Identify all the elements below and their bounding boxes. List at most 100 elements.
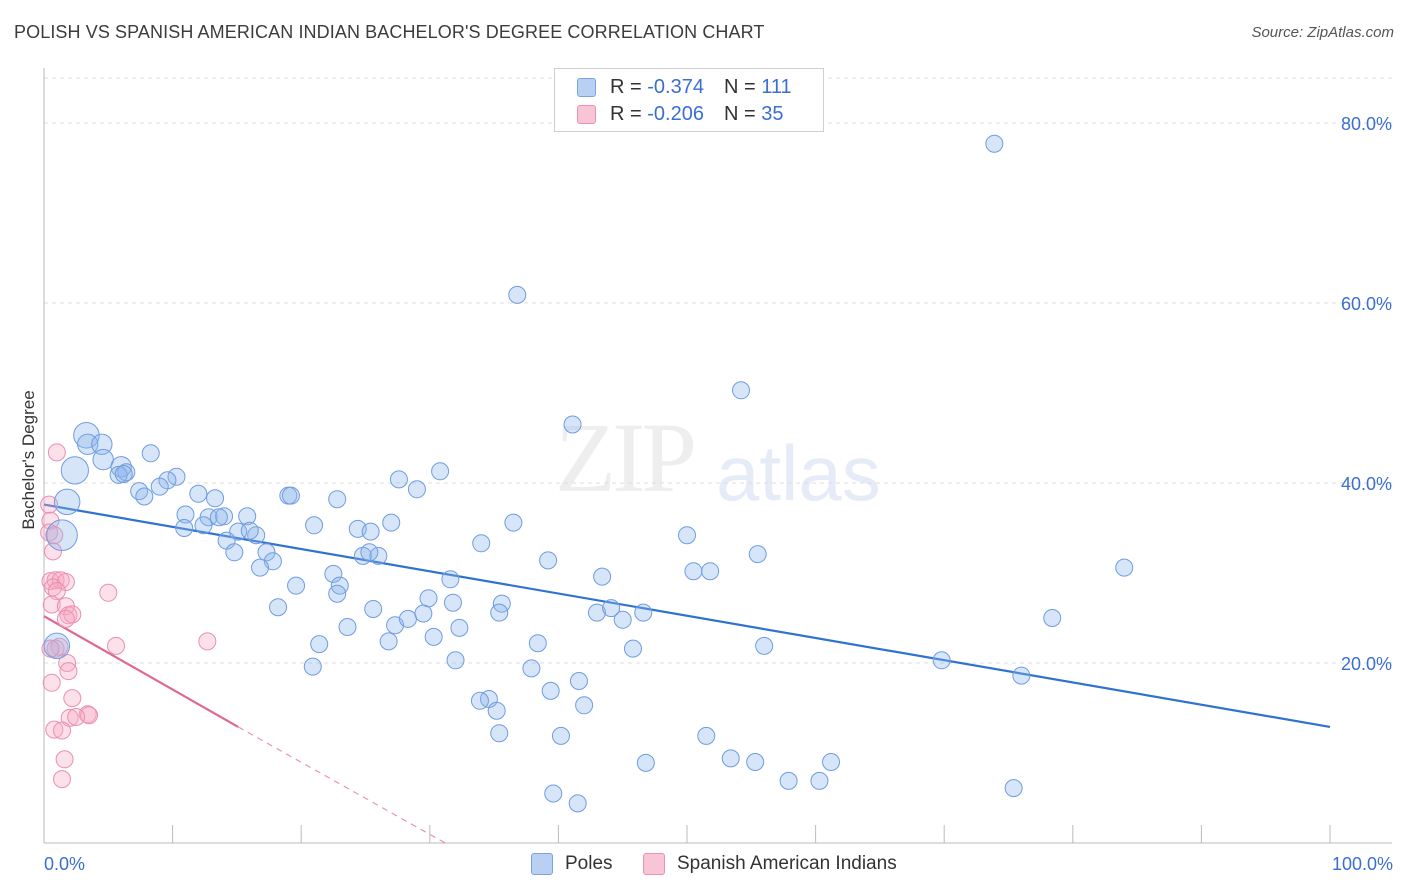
poles-point bbox=[382, 513, 401, 532]
poles-point bbox=[60, 456, 89, 485]
sai-trend-line bbox=[43, 615, 239, 728]
tick-labels: 20.0% 40.0% 60.0% 80.0% 0.0% 100.0% Bachelor's… bbox=[19, 114, 1393, 874]
sai-point bbox=[78, 705, 97, 724]
stats-legend: R = -0.374 N = 111 R = -0.206 N = 35 bbox=[554, 68, 824, 132]
poles-point bbox=[701, 562, 720, 581]
poles-point bbox=[528, 634, 547, 653]
poles-point bbox=[487, 701, 506, 720]
sai-point bbox=[40, 523, 59, 542]
poles-point bbox=[287, 576, 306, 595]
sai-swatch bbox=[577, 104, 596, 124]
poles-legend-swatch bbox=[531, 853, 553, 875]
poles-n-value: 111 bbox=[761, 75, 792, 98]
poles-point bbox=[225, 543, 244, 562]
poles-point bbox=[431, 462, 450, 481]
legend-row-sai: R = -0.206 N = 35 bbox=[577, 101, 783, 127]
poles-point bbox=[441, 570, 460, 589]
sai-point bbox=[42, 673, 61, 692]
chart-title: POLISH VS SPANISH AMERICAN INDIAN BACHEL… bbox=[14, 22, 765, 42]
y-tick-label: 40.0% bbox=[1341, 474, 1392, 494]
poles-point bbox=[522, 659, 541, 678]
poles-point bbox=[613, 610, 632, 629]
poles-point bbox=[490, 603, 509, 622]
x-tick-label: 0.0% bbox=[44, 854, 85, 874]
poles-point bbox=[91, 433, 113, 455]
poles-r-value: -0.374 bbox=[647, 75, 704, 98]
poles-point bbox=[328, 584, 347, 603]
poles-point bbox=[539, 551, 558, 570]
legend-row-poles: R = -0.374 N = 111 bbox=[577, 74, 792, 100]
sai-point bbox=[63, 689, 82, 708]
sai-point bbox=[44, 542, 63, 561]
sai-point bbox=[40, 495, 59, 514]
poles-point bbox=[167, 467, 186, 486]
sai-point bbox=[53, 770, 72, 789]
sai-n-value: 35 bbox=[761, 102, 784, 125]
poles-point bbox=[176, 505, 195, 524]
sai-point bbox=[42, 595, 61, 614]
poles-point bbox=[328, 490, 347, 509]
sai-point bbox=[47, 443, 66, 462]
bottom-legend-poles[interactable]: Poles bbox=[531, 850, 613, 878]
poles-point bbox=[281, 486, 300, 505]
poles-point bbox=[634, 603, 653, 622]
poles-point bbox=[389, 470, 408, 489]
y-tick-label: 60.0% bbox=[1341, 294, 1392, 314]
sai-point bbox=[56, 609, 75, 628]
poles-point bbox=[1115, 558, 1134, 577]
sai-point bbox=[50, 637, 69, 656]
poles-point bbox=[450, 618, 469, 637]
poles-point bbox=[508, 285, 527, 304]
poles-point bbox=[238, 507, 257, 526]
poles-point bbox=[398, 609, 417, 628]
poles-point bbox=[369, 546, 388, 565]
poles-point bbox=[732, 381, 751, 400]
poles-point bbox=[684, 562, 703, 581]
poles-point bbox=[569, 672, 588, 690]
y-tick-label: 80.0% bbox=[1341, 114, 1392, 134]
source-label: Source: ZipAtlas.com bbox=[1251, 24, 1394, 41]
poles-point bbox=[623, 639, 642, 658]
poles-point bbox=[822, 753, 841, 771]
sai-legend-label: Spanish American Indians bbox=[677, 853, 897, 874]
poles-point bbox=[636, 753, 655, 772]
sai-point bbox=[198, 632, 217, 651]
legend-r-label: R = bbox=[610, 75, 642, 98]
sai-point bbox=[67, 708, 86, 726]
poles-point bbox=[748, 545, 767, 564]
poles-point bbox=[135, 487, 154, 506]
sai-trend-extension bbox=[237, 726, 446, 844]
bottom-legend-sai[interactable]: Spanish American Indians bbox=[643, 850, 897, 878]
poles-point bbox=[575, 696, 594, 715]
poles-point bbox=[114, 465, 133, 483]
poles-point bbox=[361, 522, 380, 541]
sai-legend-swatch bbox=[643, 853, 665, 875]
poles-point bbox=[746, 753, 765, 771]
poles-point bbox=[563, 415, 582, 434]
poles-point bbox=[310, 635, 329, 654]
poles-point bbox=[247, 526, 266, 545]
y-axis-title: Bachelor's Degree bbox=[19, 390, 38, 529]
poles-point bbox=[360, 543, 379, 562]
poles-point bbox=[215, 507, 234, 526]
poles-point bbox=[551, 726, 570, 745]
poles-point bbox=[141, 444, 160, 463]
sai-point bbox=[53, 721, 72, 740]
poles-point bbox=[472, 534, 491, 553]
poles-point bbox=[490, 724, 509, 743]
poles-point bbox=[209, 508, 228, 527]
poles-point bbox=[324, 564, 343, 583]
poles-point bbox=[424, 627, 443, 646]
poles-point bbox=[755, 636, 774, 655]
poles-point bbox=[678, 526, 696, 545]
poles-point bbox=[240, 521, 259, 540]
poles-point bbox=[544, 784, 563, 803]
poles-point bbox=[779, 771, 798, 790]
poles-point bbox=[305, 516, 324, 535]
poles-point bbox=[73, 422, 100, 449]
poles-swatch bbox=[577, 77, 596, 97]
poles-point bbox=[697, 726, 716, 745]
poles-point bbox=[568, 794, 587, 813]
poles-point bbox=[1004, 779, 1023, 798]
